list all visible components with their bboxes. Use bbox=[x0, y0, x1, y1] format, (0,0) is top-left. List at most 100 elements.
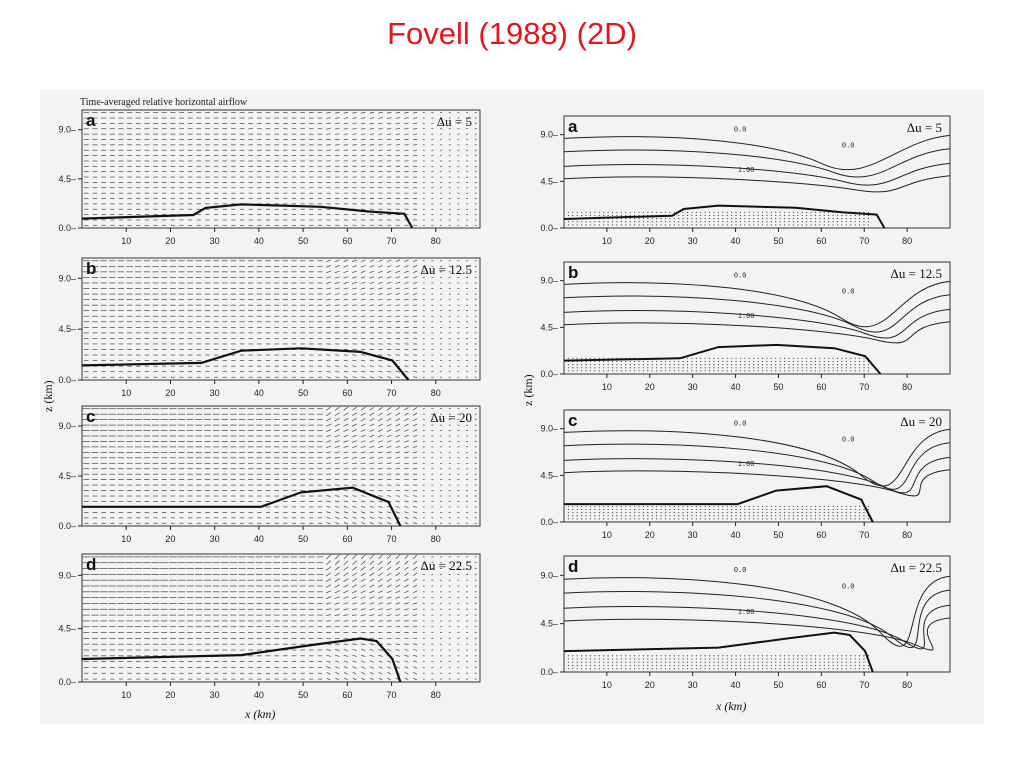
x-tick-label: 40 bbox=[731, 382, 741, 392]
right-z-axis-label: z (km) bbox=[521, 374, 535, 406]
slide-title: Fovell (1988) (2D) bbox=[387, 16, 637, 51]
contour-label: 1.00 bbox=[738, 313, 755, 321]
right-panel-axes: 10 20 30 40 50 60 70 80 0.0– 4.5– 9.0– bbox=[540, 570, 912, 690]
x-tick-label: 10 bbox=[121, 534, 131, 544]
contour-label: 0.0 bbox=[734, 127, 747, 135]
contour-label: 1.00 bbox=[738, 609, 755, 617]
z-tick-label: 9.0– bbox=[540, 276, 558, 286]
z-tick-label: 0.0– bbox=[58, 375, 76, 385]
z-tick-label: 9.0– bbox=[58, 570, 76, 580]
x-tick-label: 50 bbox=[773, 236, 783, 246]
left-panel-letter: c bbox=[86, 407, 95, 426]
x-tick-label: 70 bbox=[387, 534, 397, 544]
x-tick-label: 50 bbox=[298, 690, 308, 700]
z-tick-label: 4.5– bbox=[58, 324, 76, 334]
x-tick-label: 30 bbox=[688, 680, 698, 690]
x-tick-label: 30 bbox=[210, 690, 220, 700]
left-panel-delta-u: Δu = 20 bbox=[430, 410, 472, 425]
x-tick-label: 80 bbox=[902, 236, 912, 246]
z-tick-label: 0.0– bbox=[540, 223, 558, 233]
z-tick-label: 4.5– bbox=[540, 619, 558, 629]
x-tick-label: 30 bbox=[210, 534, 220, 544]
vector-field bbox=[82, 554, 477, 681]
left-panel-delta-u: Δu = 22.5 bbox=[421, 558, 472, 573]
x-tick-label: 10 bbox=[602, 530, 612, 540]
z-tick-label: 4.5– bbox=[58, 624, 76, 634]
left-x-axis-label: x (km) bbox=[244, 707, 275, 721]
x-tick-label: 60 bbox=[816, 530, 826, 540]
x-tick-label: 60 bbox=[816, 680, 826, 690]
x-tick-label: 40 bbox=[254, 534, 264, 544]
contour-lines bbox=[563, 134, 951, 193]
cold-pool-stipple bbox=[563, 357, 869, 372]
z-tick-label: 0.0– bbox=[58, 223, 76, 233]
x-tick-label: 60 bbox=[816, 236, 826, 246]
left-panel-frame bbox=[81, 109, 481, 229]
right-panel-delta-u: Δu = 5 bbox=[907, 120, 942, 135]
x-tick-label: 70 bbox=[387, 690, 397, 700]
right-panel-frame bbox=[563, 409, 951, 523]
z-tick-label: 0.0– bbox=[58, 677, 76, 687]
x-tick-label: 20 bbox=[165, 690, 175, 700]
x-tick-label: 50 bbox=[298, 236, 308, 246]
right-panel-axes: 10 20 30 40 50 60 70 80 0.0– 4.5– 9.0– bbox=[540, 424, 912, 540]
x-tick-label: 20 bbox=[165, 534, 175, 544]
x-tick-label: 50 bbox=[773, 382, 783, 392]
outflow-boundary bbox=[564, 485, 874, 523]
x-tick-label: 60 bbox=[342, 690, 352, 700]
x-tick-label: 70 bbox=[387, 236, 397, 246]
left-panel-axes: 10 20 30 40 50 60 70 80 0.0– 4.5– 9.0– bbox=[58, 125, 440, 246]
right-panel-frame bbox=[563, 261, 951, 375]
outflow-boundary bbox=[563, 631, 874, 673]
outflow-boundary bbox=[81, 637, 402, 683]
contour-label: 0.0 bbox=[842, 288, 855, 296]
left-panel-frame bbox=[81, 553, 481, 683]
contour-label: 0.0 bbox=[842, 583, 855, 591]
x-tick-label: 10 bbox=[602, 236, 612, 246]
x-tick-label: 20 bbox=[645, 236, 655, 246]
cold-pool-stipple bbox=[563, 655, 869, 670]
x-tick-label: 20 bbox=[645, 530, 655, 540]
z-tick-label: 4.5– bbox=[58, 174, 76, 184]
x-tick-label: 40 bbox=[731, 236, 741, 246]
x-tick-label: 10 bbox=[121, 690, 131, 700]
x-tick-label: 80 bbox=[431, 236, 441, 246]
x-tick-label: 40 bbox=[254, 388, 264, 398]
left-figure-header: Time-averaged relative horizontal airflo… bbox=[80, 97, 248, 108]
x-tick-label: 60 bbox=[342, 236, 352, 246]
contour-label: 0.0 bbox=[734, 421, 747, 429]
x-tick-label: 10 bbox=[121, 236, 131, 246]
x-tick-label: 40 bbox=[731, 530, 741, 540]
left-panel-axes: 10 20 30 40 50 60 70 80 0.0– 4.5– 9.0– bbox=[58, 273, 440, 398]
contour-label: 0.0 bbox=[734, 273, 747, 281]
x-tick-label: 80 bbox=[902, 530, 912, 540]
x-tick-label: 30 bbox=[688, 382, 698, 392]
contour-lines bbox=[563, 428, 951, 497]
z-tick-label: 4.5– bbox=[540, 322, 558, 332]
z-tick-label: 9.0– bbox=[58, 125, 76, 135]
x-tick-label: 80 bbox=[902, 382, 912, 392]
right-panel-frame bbox=[563, 115, 951, 229]
z-tick-label: 4.5– bbox=[540, 176, 558, 186]
z-tick-label: 9.0– bbox=[540, 424, 558, 434]
z-tick-label: 9.0– bbox=[540, 570, 558, 580]
z-tick-label: 0.0– bbox=[540, 369, 558, 379]
contour-lines bbox=[563, 575, 951, 651]
vector-field bbox=[82, 406, 477, 525]
x-tick-label: 70 bbox=[859, 530, 869, 540]
x-tick-label: 20 bbox=[165, 388, 175, 398]
z-tick-label: 0.0– bbox=[58, 521, 76, 531]
contour-label: 0.0 bbox=[842, 142, 855, 150]
vector-field bbox=[83, 111, 477, 226]
outflow-boundary bbox=[81, 347, 410, 381]
right-panel-delta-u: Δu = 12.5 bbox=[891, 266, 942, 281]
x-tick-label: 40 bbox=[254, 690, 264, 700]
x-tick-label: 40 bbox=[254, 236, 264, 246]
right-x-axis-label: x (km) bbox=[715, 699, 746, 713]
left-z-axis-label: z (km) bbox=[41, 380, 55, 412]
x-tick-label: 60 bbox=[342, 388, 352, 398]
x-tick-label: 60 bbox=[342, 534, 352, 544]
z-tick-label: 9.0– bbox=[58, 273, 76, 283]
right-panel-delta-u: Δu = 20 bbox=[900, 414, 942, 429]
x-tick-label: 10 bbox=[602, 680, 612, 690]
